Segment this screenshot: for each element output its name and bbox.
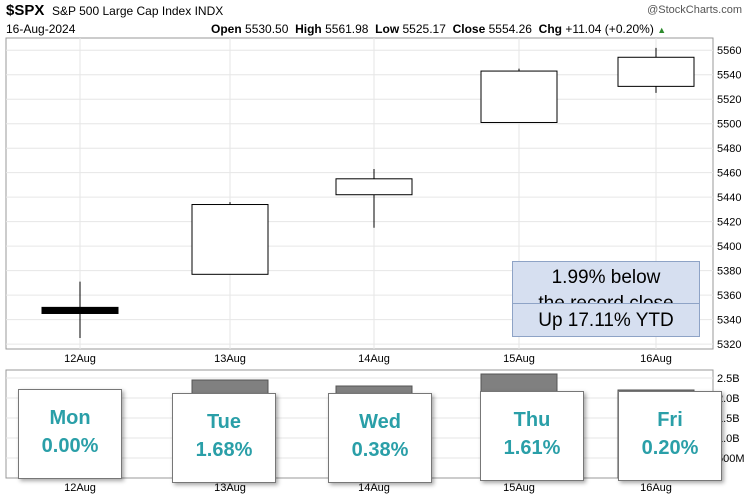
volume-tick-label: 2.0B bbox=[717, 393, 740, 405]
x-tick-label: 14Aug bbox=[358, 482, 390, 494]
y-tick-label: 5340 bbox=[717, 315, 741, 327]
day-box-tue: Tue 1.68% bbox=[172, 393, 276, 483]
volume-tick-label: 2.5B bbox=[717, 373, 740, 385]
candle-body bbox=[41, 306, 119, 314]
y-tick-label: 5380 bbox=[717, 266, 741, 278]
volume-tick-label: 500M bbox=[717, 453, 745, 465]
y-tick-label: 5440 bbox=[717, 192, 741, 204]
watermark-label: @StockCharts.com bbox=[647, 4, 742, 16]
day-box-fri: Fri 0.20% bbox=[618, 391, 722, 481]
candle-body bbox=[480, 70, 558, 123]
y-tick-label: 5460 bbox=[717, 168, 741, 180]
candle-body bbox=[191, 204, 269, 275]
day-box-mon: Mon 0.00% bbox=[18, 389, 122, 479]
day-box-wed: Wed 0.38% bbox=[328, 393, 432, 483]
y-tick-label: 5520 bbox=[717, 94, 741, 106]
x-tick-label: 16Aug bbox=[640, 482, 672, 494]
up-arrow-icon: ▲ bbox=[657, 25, 667, 35]
y-tick-label: 5500 bbox=[717, 119, 741, 131]
y-tick-label: 5400 bbox=[717, 241, 741, 253]
candle-body bbox=[617, 56, 695, 87]
candle-body bbox=[335, 178, 413, 196]
index-name-label: S&P 500 Large Cap Index INDX bbox=[52, 4, 224, 18]
y-tick-label: 5420 bbox=[717, 217, 741, 229]
x-tick-label: 13Aug bbox=[214, 482, 246, 494]
x-tick-label: 15Aug bbox=[503, 482, 535, 494]
y-tick-label: 5560 bbox=[717, 45, 741, 57]
day-box-thu: Thu 1.61% bbox=[480, 391, 584, 481]
date-label: 16-Aug-2024 bbox=[6, 22, 76, 36]
volume-tick-label: 1.0B bbox=[717, 433, 740, 445]
y-tick-label: 5320 bbox=[717, 339, 741, 351]
x-tick-label: 14Aug bbox=[358, 353, 390, 365]
y-tick-label: 5360 bbox=[717, 290, 741, 302]
y-tick-label: 5480 bbox=[717, 143, 741, 155]
x-tick-label: 12Aug bbox=[64, 482, 96, 494]
symbol-label: $SPX bbox=[6, 2, 45, 19]
ytd-callout: Up 17.11% YTD bbox=[512, 303, 700, 337]
x-tick-label: 13Aug bbox=[214, 353, 246, 365]
volume-tick-label: 1.5B bbox=[717, 413, 740, 425]
x-tick-label: 12Aug bbox=[64, 353, 96, 365]
ohlc-readout: Open 5530.50 High 5561.98 Low 5525.17 Cl… bbox=[211, 22, 667, 36]
y-tick-label: 5540 bbox=[717, 70, 741, 82]
x-tick-label: 16Aug bbox=[640, 353, 672, 365]
x-tick-label: 15Aug bbox=[503, 353, 535, 365]
